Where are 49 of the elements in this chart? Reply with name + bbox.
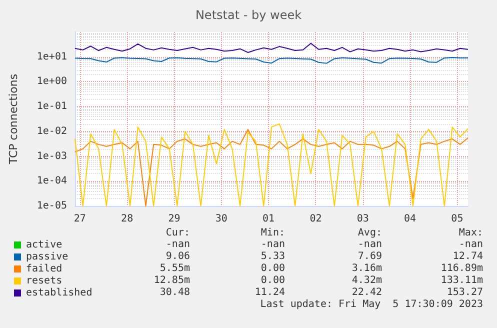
text: 133.11m bbox=[440, 275, 483, 286]
y-tick-label: 1e-05 bbox=[36, 200, 67, 212]
legend-label: passive bbox=[26, 252, 68, 262]
text: 116.89m bbox=[440, 263, 483, 274]
text: 11.24 bbox=[254, 287, 285, 298]
y-tick-label: 1e-01 bbox=[36, 101, 67, 112]
x-tick-label: 02 bbox=[310, 214, 322, 224]
text: 4.32m bbox=[352, 275, 382, 286]
text: -nan bbox=[166, 239, 190, 250]
legend-label: established bbox=[26, 288, 92, 298]
y-tick-label: 1e-02 bbox=[36, 126, 67, 137]
x-tick-label: 03 bbox=[356, 214, 369, 224]
text: 30.48 bbox=[160, 287, 190, 298]
x-tick-label: 04 bbox=[404, 214, 416, 224]
x-tick-label: 28 bbox=[121, 214, 134, 224]
text: Cur: bbox=[166, 228, 190, 238]
x-tick-label: 01 bbox=[262, 214, 275, 224]
y-tick-label: 1e-04 bbox=[36, 176, 67, 187]
x-tick-label: 29 bbox=[168, 214, 180, 224]
y-tick-label: 1e+01 bbox=[36, 51, 67, 62]
x-tick-label: 05 bbox=[451, 214, 464, 224]
text: 0.00 bbox=[260, 275, 285, 286]
text: -nan bbox=[260, 239, 285, 250]
text: 7.69 bbox=[358, 251, 382, 262]
text: -nan bbox=[358, 239, 382, 250]
text: 0.00 bbox=[260, 263, 285, 274]
text: 5.55m bbox=[160, 263, 190, 274]
text: 22.42 bbox=[352, 287, 382, 298]
text: 153.27 bbox=[446, 287, 483, 298]
chart-title: Netstat - by week bbox=[195, 8, 302, 22]
line-series bbox=[74, 42, 468, 53]
text: Max: bbox=[458, 228, 483, 238]
legend-label: failed bbox=[26, 264, 62, 274]
text: 12.85m bbox=[154, 275, 190, 286]
text: 9.06 bbox=[166, 251, 190, 262]
text: Min: bbox=[260, 228, 285, 238]
text: 5.33 bbox=[260, 251, 285, 262]
text: -nan bbox=[458, 239, 483, 250]
x-tick-label: 30 bbox=[215, 214, 228, 224]
legend-label: resets bbox=[26, 276, 62, 286]
x-tick-label: 27 bbox=[74, 214, 86, 224]
text: 3.16m bbox=[352, 263, 382, 274]
y-tick-label: 1e-03 bbox=[36, 150, 67, 162]
legend-label: active bbox=[26, 240, 62, 250]
text: Avg: bbox=[358, 228, 382, 238]
y-axis-title: TCP connections bbox=[7, 74, 20, 166]
text: Last update: Fri May 5 17:30:09 2023 bbox=[260, 299, 483, 310]
text: 12.74 bbox=[452, 251, 483, 262]
y-tick-label: 1e+00 bbox=[36, 76, 67, 88]
